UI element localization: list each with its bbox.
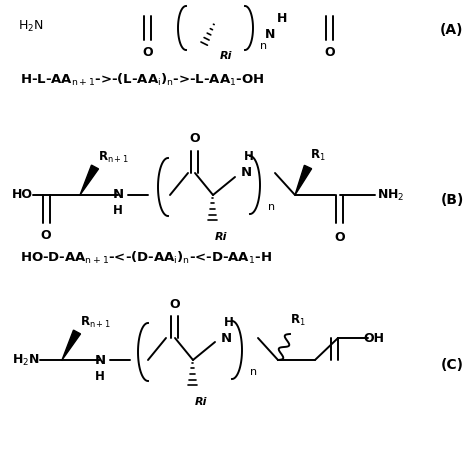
Text: (B): (B) bbox=[440, 193, 464, 207]
Text: NH$_2$: NH$_2$ bbox=[377, 187, 404, 202]
Text: OH: OH bbox=[363, 331, 384, 345]
Text: (C): (C) bbox=[440, 358, 464, 372]
Text: N: N bbox=[264, 27, 275, 40]
Text: n: n bbox=[250, 367, 257, 377]
Text: Ri: Ri bbox=[195, 397, 208, 407]
Text: H: H bbox=[277, 11, 287, 25]
Text: Ri: Ri bbox=[220, 51, 233, 61]
Text: O: O bbox=[170, 298, 180, 310]
Text: R$_{\mathrm{1}}$: R$_{\mathrm{1}}$ bbox=[310, 147, 326, 163]
Text: H: H bbox=[224, 316, 234, 328]
Text: n: n bbox=[268, 202, 275, 212]
Text: H: H bbox=[113, 204, 123, 218]
Text: O: O bbox=[190, 133, 201, 146]
Text: O: O bbox=[143, 46, 153, 58]
Text: H-L-AA$_{\mathrm{n+1}}$->-(L-AA$_{\mathrm{i}}$)$_{\mathrm{n}}$->-L-AA$_{\mathrm{: H-L-AA$_{\mathrm{n+1}}$->-(L-AA$_{\mathr… bbox=[20, 72, 264, 88]
Text: N: N bbox=[94, 354, 106, 366]
Text: N: N bbox=[112, 189, 124, 201]
Text: HO: HO bbox=[12, 189, 33, 201]
Text: N: N bbox=[241, 166, 252, 180]
Text: O: O bbox=[335, 230, 346, 244]
Text: R$_{\mathrm{n+1}}$: R$_{\mathrm{n+1}}$ bbox=[98, 149, 129, 164]
Text: H: H bbox=[95, 370, 105, 383]
Text: H$_2$N: H$_2$N bbox=[12, 353, 40, 367]
Text: R$_{\mathrm{1}}$: R$_{\mathrm{1}}$ bbox=[290, 312, 306, 328]
Text: HO-D-AA$_{\mathrm{n+1}}$-<-(D-AA$_{\mathrm{i}}$)$_{\mathrm{n}}$-<-D-AA$_{\mathrm: HO-D-AA$_{\mathrm{n+1}}$-<-(D-AA$_{\math… bbox=[20, 250, 272, 266]
Text: n: n bbox=[260, 41, 267, 51]
Text: H: H bbox=[244, 151, 254, 164]
Text: Ri: Ri bbox=[215, 232, 228, 242]
Text: (A): (A) bbox=[440, 23, 464, 37]
Text: N: N bbox=[221, 331, 232, 345]
Polygon shape bbox=[62, 330, 81, 360]
Text: R$_{\mathrm{n+1}}$: R$_{\mathrm{n+1}}$ bbox=[80, 314, 111, 329]
Polygon shape bbox=[295, 165, 311, 195]
Text: O: O bbox=[41, 228, 51, 241]
Polygon shape bbox=[80, 165, 99, 195]
Text: O: O bbox=[325, 46, 335, 58]
Text: $\mathrm{H_2N}$: $\mathrm{H_2N}$ bbox=[18, 18, 44, 34]
